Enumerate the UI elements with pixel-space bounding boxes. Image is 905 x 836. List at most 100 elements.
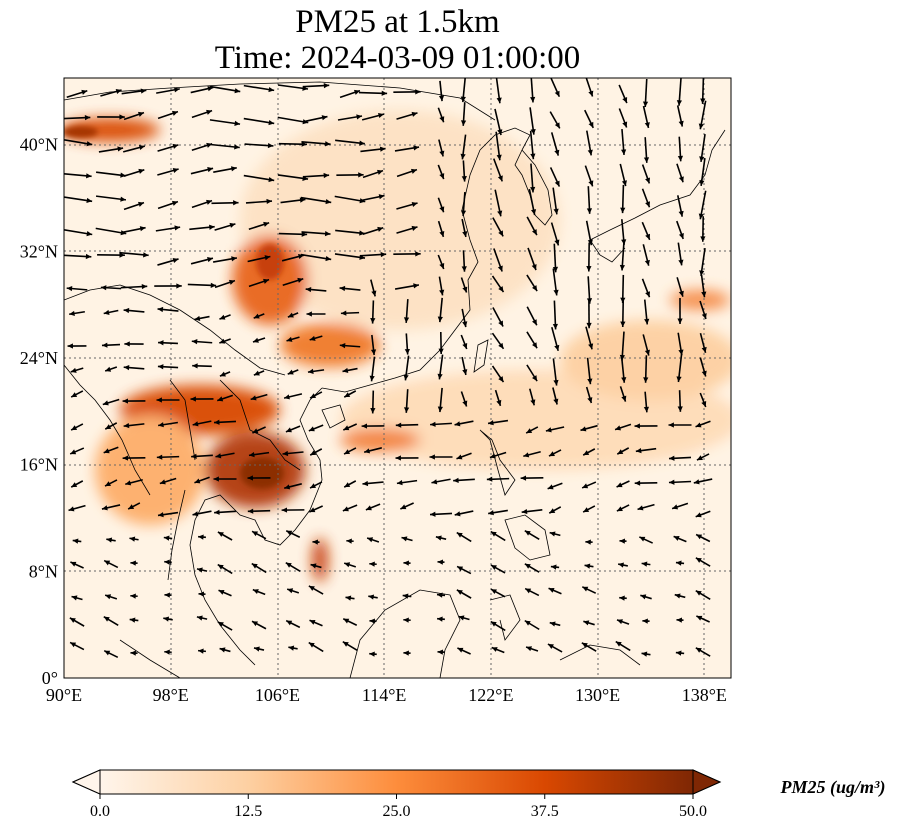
wind-arrow xyxy=(526,274,538,292)
wind-arrow xyxy=(359,251,387,258)
wind-arrow xyxy=(548,506,562,514)
wind-arrow xyxy=(528,188,537,216)
wind-arrow xyxy=(490,620,506,632)
wind-arrow xyxy=(676,195,684,217)
wind-arrow xyxy=(300,253,332,262)
wind-arrow xyxy=(307,368,325,374)
wind-arrow xyxy=(495,78,502,104)
wind-arrow xyxy=(584,563,594,569)
wind-arrow xyxy=(123,201,145,211)
wind-arrow xyxy=(335,139,365,146)
wind-arrow xyxy=(369,618,377,624)
wind-arrow xyxy=(214,222,236,231)
wind-arrow xyxy=(343,447,357,455)
wind-arrow xyxy=(191,109,213,119)
wind-arrow xyxy=(196,615,208,621)
wind-arrow xyxy=(619,386,627,402)
wind-arrow xyxy=(342,423,358,431)
wind-arrow xyxy=(491,365,505,383)
longitude-tick-label: 130°E xyxy=(575,685,620,705)
wind-arrow xyxy=(70,390,84,398)
wind-arrow xyxy=(100,285,122,291)
wind-arrow xyxy=(586,357,593,385)
wind-arrow xyxy=(213,166,237,173)
wind-arrow xyxy=(641,278,651,298)
wind-arrow xyxy=(252,426,266,434)
wind-arrow xyxy=(309,391,323,399)
wind-arrow xyxy=(192,510,212,517)
wind-arrow xyxy=(456,565,472,575)
wind-arrow xyxy=(524,619,540,631)
wind-arrow xyxy=(250,393,268,401)
wind-arrow xyxy=(252,337,266,343)
wind-arrow xyxy=(641,561,651,567)
wind-arrow xyxy=(580,424,598,432)
wind-arrow xyxy=(339,285,361,292)
wind-arrow xyxy=(97,114,125,120)
wind-arrow xyxy=(154,283,182,289)
wind-arrow xyxy=(251,620,267,630)
wind-arrow xyxy=(95,195,127,202)
wind-arrow xyxy=(524,587,540,597)
wind-arrow xyxy=(302,82,330,89)
wind-arrow xyxy=(529,107,536,135)
wind-arrow xyxy=(494,389,502,407)
wind-arrow xyxy=(458,615,470,621)
wind-arrow xyxy=(211,200,239,206)
wind-arrow xyxy=(674,593,686,599)
wind-arrow xyxy=(438,276,445,296)
wind-arrow xyxy=(370,300,376,324)
wind-arrow xyxy=(490,564,506,574)
wind-arrow xyxy=(699,158,706,186)
wind-arrow xyxy=(585,78,594,97)
wind-arrow xyxy=(486,476,510,482)
wind-arrow xyxy=(396,225,418,234)
wind-arrow xyxy=(69,310,85,316)
wind-arrow xyxy=(130,560,138,566)
wind-arrow xyxy=(339,343,361,349)
wind-arrow xyxy=(164,649,172,655)
wind-arrow xyxy=(430,421,452,427)
wind-arrow xyxy=(305,286,327,293)
wind-arrow xyxy=(157,167,179,176)
wind-arrow xyxy=(309,505,323,513)
wind-arrow xyxy=(64,139,93,147)
wind-arrow xyxy=(454,510,474,517)
wind-arrow xyxy=(460,134,467,160)
wind-arrow xyxy=(552,243,559,273)
wind-arrow xyxy=(191,453,213,459)
wind-arrow xyxy=(123,168,145,177)
wind-arrow xyxy=(343,390,357,398)
wind-arrow xyxy=(437,387,443,413)
colorbar-tick-label: 50.0 xyxy=(679,803,707,820)
wind-arrow xyxy=(216,394,234,402)
wind-arrow xyxy=(278,231,308,237)
wind-arrow xyxy=(122,144,146,153)
wind-arrow xyxy=(243,174,275,183)
wind-arrow xyxy=(125,479,143,486)
wind-arrow xyxy=(156,397,180,403)
wind-arrow xyxy=(284,483,302,490)
longitude-tick-label: 98°E xyxy=(153,685,189,705)
wind-arrow xyxy=(104,479,118,487)
wind-arrow xyxy=(668,422,692,428)
wind-arrow xyxy=(64,115,91,121)
wind-arrow xyxy=(308,641,324,653)
wind-arrow xyxy=(301,141,331,147)
wind-arrow xyxy=(460,277,468,293)
wind-arrow xyxy=(584,165,594,187)
wind-arrow xyxy=(247,255,271,263)
wind-arrow xyxy=(526,216,538,236)
wind-arrow xyxy=(209,85,241,94)
wind-arrow xyxy=(346,538,354,544)
wind-arrow xyxy=(527,247,537,271)
wind-arrow xyxy=(253,370,265,376)
wind-arrow xyxy=(157,511,179,518)
wind-arrow xyxy=(673,535,687,543)
wind-arrow xyxy=(526,306,538,326)
wind-arrow xyxy=(72,538,82,544)
wind-arrow xyxy=(214,279,236,289)
wind-arrow xyxy=(642,244,650,266)
wind-arrow xyxy=(103,615,119,627)
wind-arrow xyxy=(642,105,650,129)
